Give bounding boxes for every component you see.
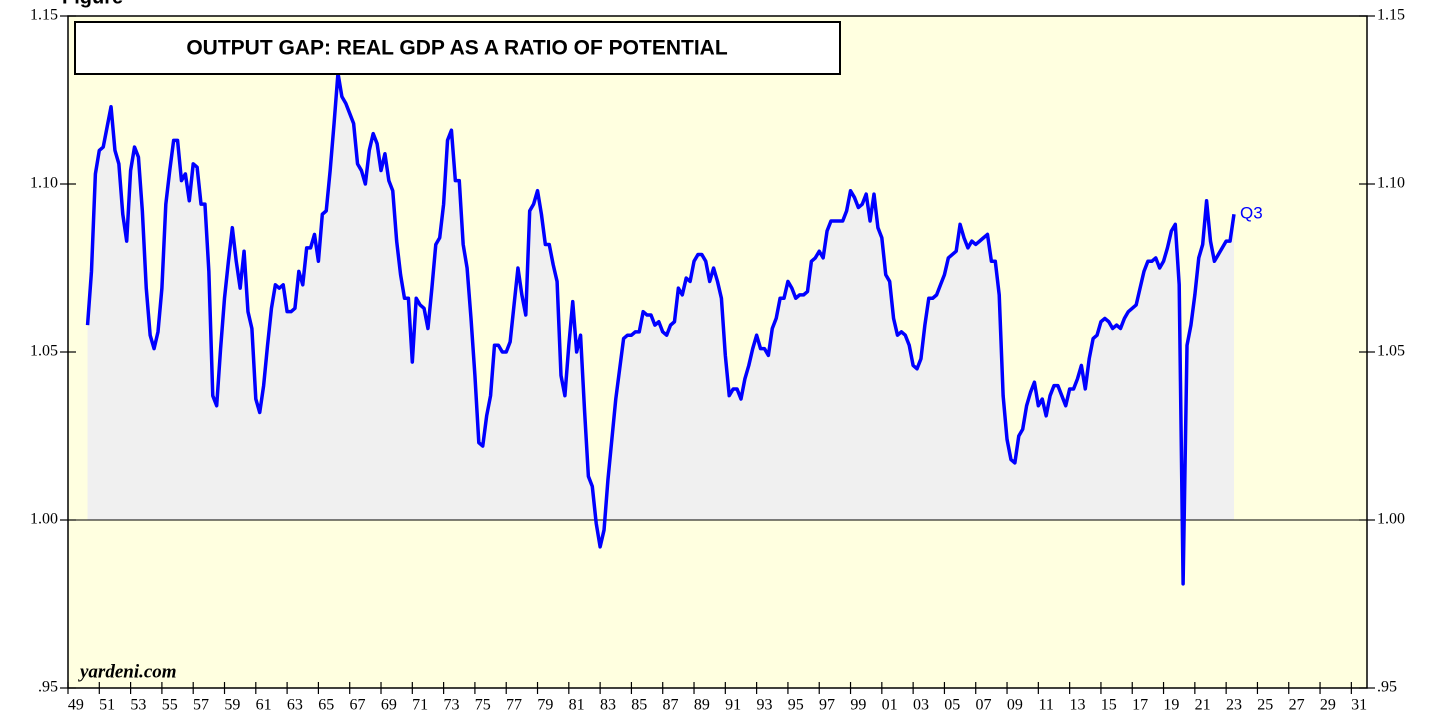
chart-title: OUTPUT GAP: REAL GDP AS A RATIO OF POTEN… (186, 37, 728, 60)
y-tick-label: 1.15 (30, 7, 58, 24)
x-tick-label: 07 (976, 697, 992, 714)
x-tick-label: 99 (850, 697, 866, 714)
y2-tick-label: .95 (1377, 679, 1397, 696)
y-tick-label: 1.00 (30, 511, 58, 528)
x-tick-label: 29 (1320, 697, 1336, 714)
x-tick-label: 57 (193, 697, 209, 714)
x-tick-label: 95 (788, 697, 804, 714)
x-tick-label: 23 (1226, 697, 1242, 714)
x-tick-label: 03 (913, 697, 929, 714)
x-tick-label: 21 (1195, 697, 1211, 714)
annotation: Q3 (1240, 204, 1263, 223)
x-tick-label: 69 (381, 697, 397, 714)
x-tick-label: 71 (412, 697, 428, 714)
x-tick-label: 63 (287, 697, 303, 714)
source: yardeni.com (78, 661, 177, 682)
x-tick-label: 53 (130, 697, 146, 714)
x-tick-label: 89 (694, 697, 710, 714)
x-tick-label: 73 (443, 697, 459, 714)
x-tick-label: 49 (68, 697, 84, 714)
x-tick-label: 55 (162, 697, 178, 714)
x-tick-label: 15 (1101, 697, 1117, 714)
x-tick-label: 01 (882, 697, 898, 714)
y2-tick-label: 1.00 (1377, 511, 1405, 528)
y2-tick-label: 1.05 (1377, 343, 1405, 360)
x-tick-label: 09 (1007, 697, 1023, 714)
y2-tick-label: 1.10 (1377, 175, 1405, 192)
x-tick-label: 91 (725, 697, 741, 714)
x-tick-label: 61 (256, 697, 272, 714)
x-tick-label: 11 (1038, 697, 1053, 714)
x-tick-label: 13 (1069, 697, 1085, 714)
x-tick-label: 79 (537, 697, 553, 714)
x-tick-label: 81 (569, 697, 585, 714)
x-tick-label: 67 (350, 697, 366, 714)
x-tick-label: 75 (475, 697, 491, 714)
title-box (74, 21, 841, 75)
x-tick-label: 19 (1163, 697, 1179, 714)
x-tick-label: 31 (1351, 697, 1367, 714)
x-tick-label: 85 (631, 697, 647, 714)
x-tick-label: 17 (1132, 697, 1148, 714)
data-line (85, 71, 1236, 586)
x-tick-label: 97 (819, 697, 835, 714)
x-tick-label: 59 (224, 697, 240, 714)
x-tick-label: 77 (506, 697, 522, 714)
x-tick-label: 93 (756, 697, 772, 714)
y-tick-label: 1.05 (30, 343, 58, 360)
y2-tick-label: 1.15 (1377, 7, 1405, 24)
x-tick-label: 51 (99, 697, 115, 714)
x-tick-label: 27 (1289, 697, 1305, 714)
x-tick-label: 83 (600, 697, 616, 714)
x-tick-label: 05 (944, 697, 960, 714)
x-tick-label: 65 (318, 697, 334, 714)
x-tick-label: 87 (663, 697, 679, 714)
x-tick-label: 25 (1257, 697, 1273, 714)
figure-label: Figure (62, 0, 123, 8)
y-tick-label: .95 (38, 679, 58, 696)
y-tick-label: 1.10 (30, 175, 58, 192)
